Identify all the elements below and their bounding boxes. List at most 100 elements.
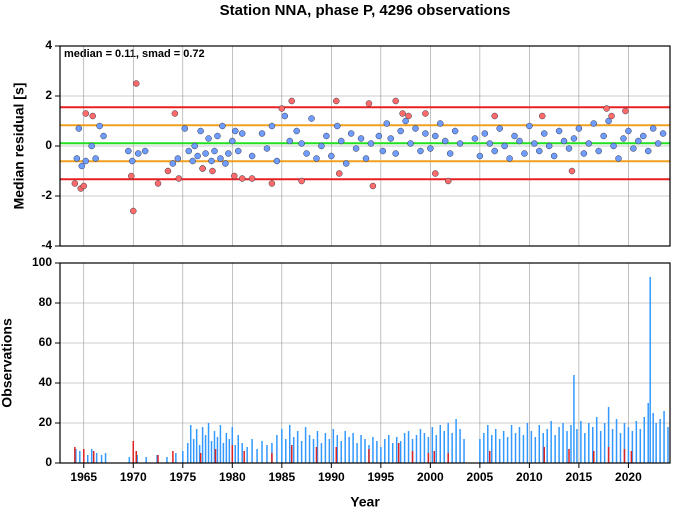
bar bbox=[100, 455, 103, 463]
bar bbox=[388, 435, 390, 463]
bar bbox=[320, 443, 323, 463]
data-point bbox=[199, 165, 206, 172]
bar bbox=[288, 425, 291, 463]
bar bbox=[592, 427, 594, 463]
bar bbox=[502, 431, 505, 463]
bar bbox=[75, 449, 77, 463]
data-point bbox=[278, 105, 286, 112]
bar bbox=[407, 431, 410, 463]
bar bbox=[104, 453, 107, 463]
data-point bbox=[248, 152, 256, 160]
data-point bbox=[225, 150, 232, 157]
bar bbox=[352, 433, 354, 463]
data-point bbox=[92, 155, 99, 162]
bar bbox=[538, 425, 541, 463]
data-point bbox=[229, 137, 236, 145]
bar bbox=[336, 435, 339, 463]
data-point bbox=[298, 140, 305, 147]
bar bbox=[554, 435, 556, 463]
data-point bbox=[365, 100, 373, 107]
data-point bbox=[451, 127, 459, 135]
bar bbox=[261, 441, 263, 463]
bar bbox=[213, 431, 216, 463]
data-point bbox=[286, 137, 293, 145]
data-point bbox=[194, 152, 201, 160]
data-point bbox=[367, 140, 375, 147]
bar bbox=[216, 437, 219, 463]
data-point bbox=[303, 150, 310, 157]
data-point bbox=[432, 170, 439, 177]
x-tick-label: 2005 bbox=[467, 470, 494, 484]
bar bbox=[584, 433, 586, 463]
bar bbox=[222, 443, 225, 463]
data-point bbox=[600, 132, 607, 140]
data-point bbox=[268, 122, 276, 130]
bar bbox=[433, 451, 436, 463]
data-point bbox=[171, 110, 179, 117]
x-axis-label: Year bbox=[350, 494, 380, 510]
bar bbox=[315, 447, 318, 463]
data-point bbox=[432, 132, 439, 140]
data-point bbox=[603, 105, 610, 112]
data-point bbox=[175, 175, 183, 182]
data-point bbox=[539, 112, 546, 120]
bar bbox=[335, 447, 338, 463]
data-point bbox=[417, 147, 424, 155]
bar bbox=[308, 435, 311, 463]
bar bbox=[543, 447, 545, 463]
x-tick-label: 1965 bbox=[70, 470, 97, 484]
data-point bbox=[491, 112, 498, 120]
bar bbox=[479, 439, 481, 463]
data-point bbox=[568, 167, 576, 175]
data-point bbox=[96, 122, 103, 130]
bar bbox=[166, 457, 168, 463]
data-point bbox=[209, 167, 216, 175]
bar bbox=[92, 451, 95, 463]
bar bbox=[395, 437, 398, 463]
bar bbox=[431, 427, 434, 463]
data-point bbox=[580, 150, 588, 157]
data-point bbox=[585, 140, 593, 147]
bar bbox=[667, 427, 669, 463]
bar bbox=[623, 449, 626, 463]
data-point bbox=[337, 137, 345, 145]
data-point bbox=[130, 207, 137, 215]
data-point bbox=[625, 127, 632, 135]
data-point bbox=[383, 120, 391, 127]
bar bbox=[630, 451, 633, 463]
bar bbox=[348, 437, 350, 463]
data-point bbox=[511, 132, 518, 140]
bar bbox=[647, 403, 649, 463]
data-point bbox=[540, 130, 548, 137]
bar bbox=[251, 439, 253, 463]
x-tick-label: 2020 bbox=[615, 470, 642, 484]
bar bbox=[518, 427, 521, 463]
bar bbox=[246, 447, 248, 463]
data-point bbox=[133, 80, 140, 87]
bar bbox=[276, 435, 278, 463]
data-point bbox=[78, 162, 86, 170]
bar bbox=[580, 421, 582, 463]
bar bbox=[95, 453, 98, 463]
data-point bbox=[444, 177, 452, 185]
bar bbox=[312, 439, 315, 463]
data-point bbox=[402, 117, 409, 125]
data-point bbox=[605, 117, 612, 125]
data-point bbox=[654, 140, 662, 147]
chart-title: Station NNA, phase P, 4296 observations bbox=[220, 2, 511, 19]
bar bbox=[546, 429, 548, 463]
bar bbox=[372, 437, 374, 463]
bar bbox=[391, 443, 394, 463]
data-point bbox=[545, 142, 553, 150]
data-point bbox=[217, 155, 224, 162]
data-point bbox=[214, 132, 221, 140]
data-point bbox=[555, 127, 563, 135]
data-point bbox=[134, 150, 142, 157]
bar bbox=[643, 417, 646, 463]
bar bbox=[435, 435, 438, 463]
x-tick-label: 1975 bbox=[169, 470, 196, 484]
bar bbox=[290, 445, 293, 463]
bar bbox=[360, 435, 362, 463]
bar bbox=[534, 437, 537, 463]
bar bbox=[427, 453, 430, 463]
